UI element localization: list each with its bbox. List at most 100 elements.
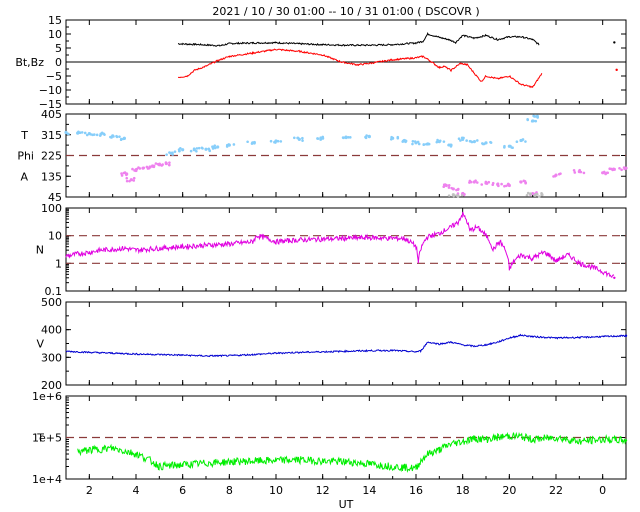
- x-tick-label: 12: [316, 484, 330, 497]
- data-point-theta: [481, 142, 485, 146]
- data-point-theta: [195, 149, 198, 153]
- data-point-phi_gap: [447, 194, 451, 197]
- series-line-bz: [178, 48, 543, 89]
- data-point-theta: [414, 141, 418, 145]
- data-point-theta: [437, 140, 441, 144]
- data-point-theta: [83, 131, 87, 135]
- data-point-phi_gap: [456, 194, 460, 198]
- data-point-phi: [132, 179, 136, 182]
- data-point-theta: [76, 131, 80, 135]
- data-point-theta: [465, 139, 468, 142]
- data-point-phi: [447, 183, 451, 187]
- data-point-phi: [148, 165, 152, 169]
- data-point-theta: [524, 140, 527, 143]
- data-point-phi: [505, 184, 508, 188]
- data-point-phi: [624, 166, 628, 170]
- data-point-phi: [137, 166, 140, 169]
- data-point-theta: [179, 147, 182, 150]
- data-point-theta: [111, 134, 115, 138]
- data-point-phi: [484, 181, 488, 185]
- panel-direction: 405 315 225 135 45 T Phi A: [17, 108, 628, 204]
- x-axis-label: UT: [339, 498, 354, 511]
- data-point-phi: [125, 176, 129, 180]
- data-point-theta: [119, 137, 123, 141]
- y-tick-label: 10: [48, 28, 62, 41]
- data-point-phi: [557, 172, 561, 176]
- data-point-bt: [613, 41, 616, 44]
- data-point-phi: [141, 166, 145, 170]
- data-point-theta: [269, 139, 273, 143]
- data-point-theta: [442, 140, 446, 143]
- data-point-theta: [216, 145, 220, 149]
- data-point-theta: [246, 140, 249, 144]
- data-point-theta: [510, 146, 513, 149]
- data-point-theta: [461, 137, 465, 141]
- y-tick-label: −10: [39, 84, 62, 97]
- data-point-phi: [152, 164, 156, 168]
- data-point-theta: [367, 134, 371, 139]
- panel-temperature: 1e+6 1e+5 1e+4 T 2 4 6 8 10 12 14 16 18 20 22 0: [32, 390, 628, 497]
- data-point-theta: [177, 149, 181, 153]
- data-point-phi: [612, 167, 616, 171]
- data-point-phi: [157, 163, 161, 167]
- data-point-phi: [168, 161, 171, 164]
- y-axis-label: N: [36, 244, 44, 257]
- data-point-theta: [316, 137, 320, 140]
- data-point-theta: [515, 140, 519, 144]
- data-point-phi: [491, 183, 495, 187]
- data-point-phi: [524, 181, 527, 185]
- series-line-speed: [65, 333, 627, 358]
- y-tick-label: −15: [39, 98, 62, 111]
- data-point-phi: [480, 183, 484, 186]
- data-point-bz: [615, 68, 618, 72]
- data-point-temperature: [624, 439, 628, 442]
- data-point-theta: [85, 133, 89, 137]
- data-point-theta: [192, 148, 196, 152]
- data-point-phi: [451, 187, 455, 191]
- data-point-theta: [208, 149, 211, 152]
- data-point-theta: [364, 135, 367, 139]
- y-tick-label: 1e+6: [32, 390, 62, 403]
- x-tick-label: 0: [599, 484, 606, 497]
- data-point-theta: [475, 139, 479, 142]
- data-point-phi: [125, 179, 129, 183]
- y-tick-label: 0: [55, 56, 62, 69]
- data-point-theta: [457, 137, 461, 141]
- data-point-phi: [472, 180, 476, 184]
- data-point-theta: [341, 136, 345, 139]
- data-point-theta: [181, 148, 185, 152]
- data-point-theta: [411, 142, 414, 146]
- data-point-phi_gap: [533, 193, 537, 197]
- data-point-theta: [526, 118, 530, 122]
- data-point-theta: [227, 143, 231, 147]
- data-point-theta: [519, 138, 523, 143]
- data-point-phi: [164, 161, 168, 166]
- data-point-phi_gap: [525, 194, 529, 197]
- data-point-theta: [64, 130, 68, 135]
- data-point-theta: [165, 153, 168, 156]
- data-point-theta: [503, 144, 506, 148]
- data-point-theta: [195, 147, 199, 150]
- data-point-theta: [95, 133, 99, 137]
- data-point-theta: [348, 136, 352, 139]
- x-tick-label: 6: [179, 484, 186, 497]
- panel-frame: [65, 301, 627, 386]
- data-point-theta: [411, 139, 415, 143]
- data-point-theta: [391, 136, 395, 140]
- data-point-theta: [197, 146, 201, 150]
- data-point-phi: [120, 174, 124, 177]
- data-point-theta: [533, 115, 537, 118]
- x-tick-label: 10: [269, 484, 283, 497]
- data-point-density: [613, 276, 616, 279]
- y-tick-label: 315: [41, 129, 62, 142]
- data-point-phi: [125, 172, 129, 176]
- data-point-theta: [422, 143, 426, 146]
- data-point-theta: [80, 131, 84, 134]
- data-point-theta: [102, 132, 106, 136]
- data-point-theta: [534, 119, 538, 123]
- data-point-phi: [572, 168, 576, 172]
- data-point-phi: [167, 163, 171, 167]
- data-point-theta: [118, 135, 121, 138]
- y-tick-label: −5: [46, 70, 62, 83]
